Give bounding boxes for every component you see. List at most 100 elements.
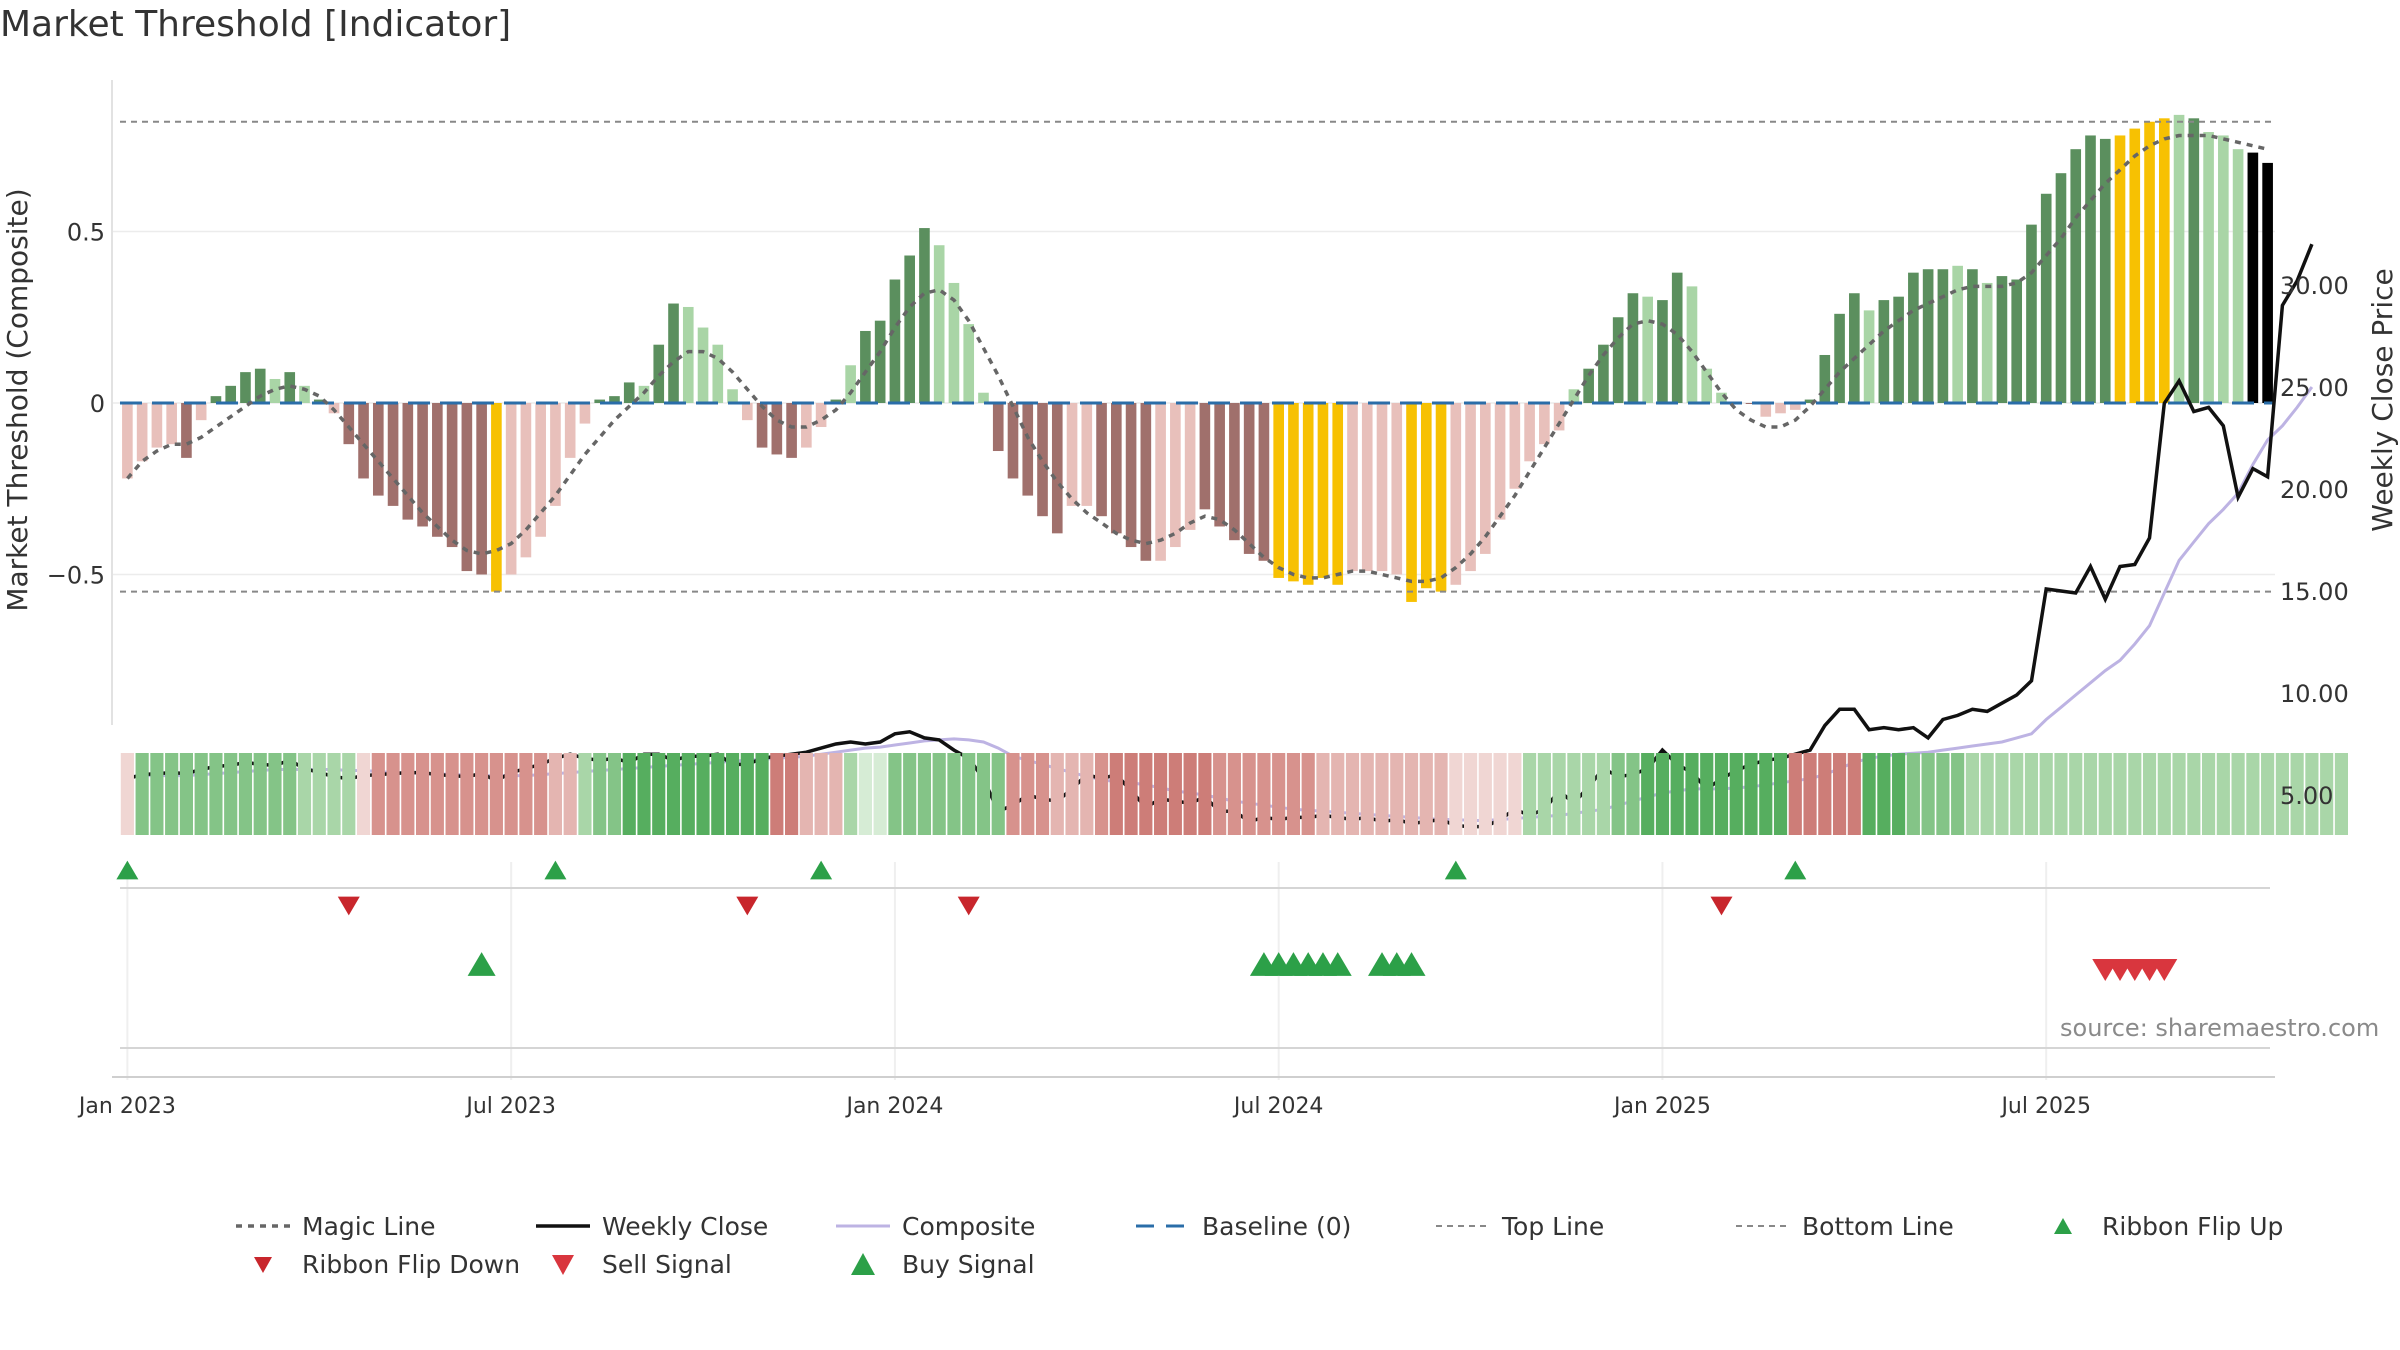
composite-bar (136, 403, 148, 462)
composite-bar (2188, 118, 2200, 403)
composite-bar (225, 385, 237, 403)
ribbon-cell (1065, 753, 1079, 835)
composite-bar (1214, 403, 1225, 527)
ribbon-flip-up-marker (544, 860, 567, 880)
ribbon-cell (1611, 753, 1625, 835)
composite-bar (2085, 135, 2096, 403)
ribbon-cell (209, 753, 223, 835)
buy-signal-marker (1323, 952, 1352, 976)
ribbon-cell (135, 753, 149, 835)
ribbon-cell (224, 753, 238, 835)
composite-bar (1111, 403, 1122, 534)
composite-bar (1199, 403, 1211, 510)
composite-bar (948, 282, 960, 403)
ribbon-cell (1021, 753, 1035, 835)
composite-bar (550, 403, 561, 506)
ribbon-cell (917, 753, 932, 835)
ribbon-cell (1773, 753, 1788, 835)
ribbon-cell (548, 753, 563, 835)
ribbon-cell (1921, 753, 1935, 835)
ribbon-cell (120, 753, 134, 835)
composite-bar (1317, 403, 1329, 578)
ribbon-cell (342, 753, 356, 835)
composite-bar (1184, 403, 1196, 530)
ribbon-cell (740, 753, 754, 835)
composite-bar (210, 396, 222, 403)
composite-bar (712, 344, 724, 403)
ribbon-cell (711, 753, 725, 835)
composite-bar (1893, 296, 1904, 403)
composite-bar (2055, 173, 2067, 403)
ribbon-cell (1685, 753, 1699, 835)
signal-markers (116, 860, 2178, 982)
ribbon-cell (2113, 753, 2127, 835)
ribbon-cell (1759, 753, 1773, 835)
composite-bar (1701, 368, 1713, 403)
composite-bar (874, 320, 886, 403)
right-tick-label: 30.00 (2280, 272, 2349, 300)
ribbon-cell (534, 753, 548, 835)
composite-bar (1302, 403, 1314, 585)
ribbon-cell (1818, 753, 1832, 835)
composite-bar (195, 403, 207, 421)
composite-bar (1509, 403, 1521, 489)
ribbon-cell (1360, 753, 1374, 835)
buy-signal-marker (467, 952, 496, 976)
ribbon-cell (1862, 753, 1876, 835)
composite-bar (756, 403, 768, 448)
ribbon-cell (1109, 753, 1123, 835)
chart-title: Market Threshold [Indicator] (0, 4, 512, 45)
ribbon-cell (1951, 753, 1965, 835)
ribbon-cell (1272, 753, 1286, 835)
composite-bar (1096, 403, 1107, 517)
ribbon-cell (637, 753, 651, 835)
composite-bar (1420, 403, 1432, 589)
ribbon-cell (297, 753, 312, 835)
ribbon-cell (1345, 753, 1360, 835)
composite-bar (668, 303, 679, 403)
ribbon-cell (681, 753, 695, 835)
composite-bar (313, 399, 325, 403)
composite-bar (1391, 403, 1403, 575)
composite-bar (1716, 392, 1727, 403)
magic-line (126, 133, 2268, 584)
ribbon-cell (770, 753, 784, 835)
ribbon-cell (1449, 753, 1463, 835)
ribbon-cell (593, 753, 607, 835)
ribbon-cell (2010, 753, 2024, 835)
ribbon-cell (607, 753, 622, 835)
ribbon-cell (1936, 753, 1950, 835)
composite-bar (402, 403, 414, 520)
composite-bar (2144, 121, 2155, 404)
composite-bar (845, 365, 856, 403)
ribbon-cell (194, 753, 208, 835)
composite-bar (1243, 403, 1255, 554)
x-tick-label: Jan 2023 (77, 1094, 176, 1119)
composite-bar (682, 306, 694, 403)
composite-bar (697, 327, 709, 403)
composite-bar (372, 403, 384, 496)
ribbon-cell (2231, 753, 2245, 835)
composite-bar (919, 228, 930, 403)
composite-bar (1789, 403, 1801, 410)
ribbon-cell (1641, 753, 1655, 835)
axes: −0.5 0 0.5 5.00 10.00 15.00 20.00 25.00 30.00 Jan… (1, 80, 2399, 1119)
ribbon-cell (1700, 753, 1714, 835)
ribbon-cell (799, 753, 813, 835)
sell-signal-marker (2151, 958, 2178, 982)
ribbon-cell (2320, 753, 2334, 835)
ribbon-cell (1995, 753, 2009, 835)
composite-bar (963, 324, 975, 403)
ribbon-cell (2069, 753, 2083, 835)
ribbon-cell (1892, 753, 1906, 835)
ribbon-cell (976, 753, 991, 835)
ribbon-cell (785, 753, 799, 835)
x-tick-label: Jul 2023 (464, 1094, 556, 1119)
composite-bar (505, 403, 517, 575)
composite-bar (2247, 152, 2259, 403)
ribbon-cell (165, 753, 179, 835)
composite-bar (535, 403, 546, 537)
ribbon-strip (120, 753, 2349, 835)
left-tick-label: 0.5 (67, 219, 105, 247)
ribbon-cell (1567, 753, 1581, 835)
